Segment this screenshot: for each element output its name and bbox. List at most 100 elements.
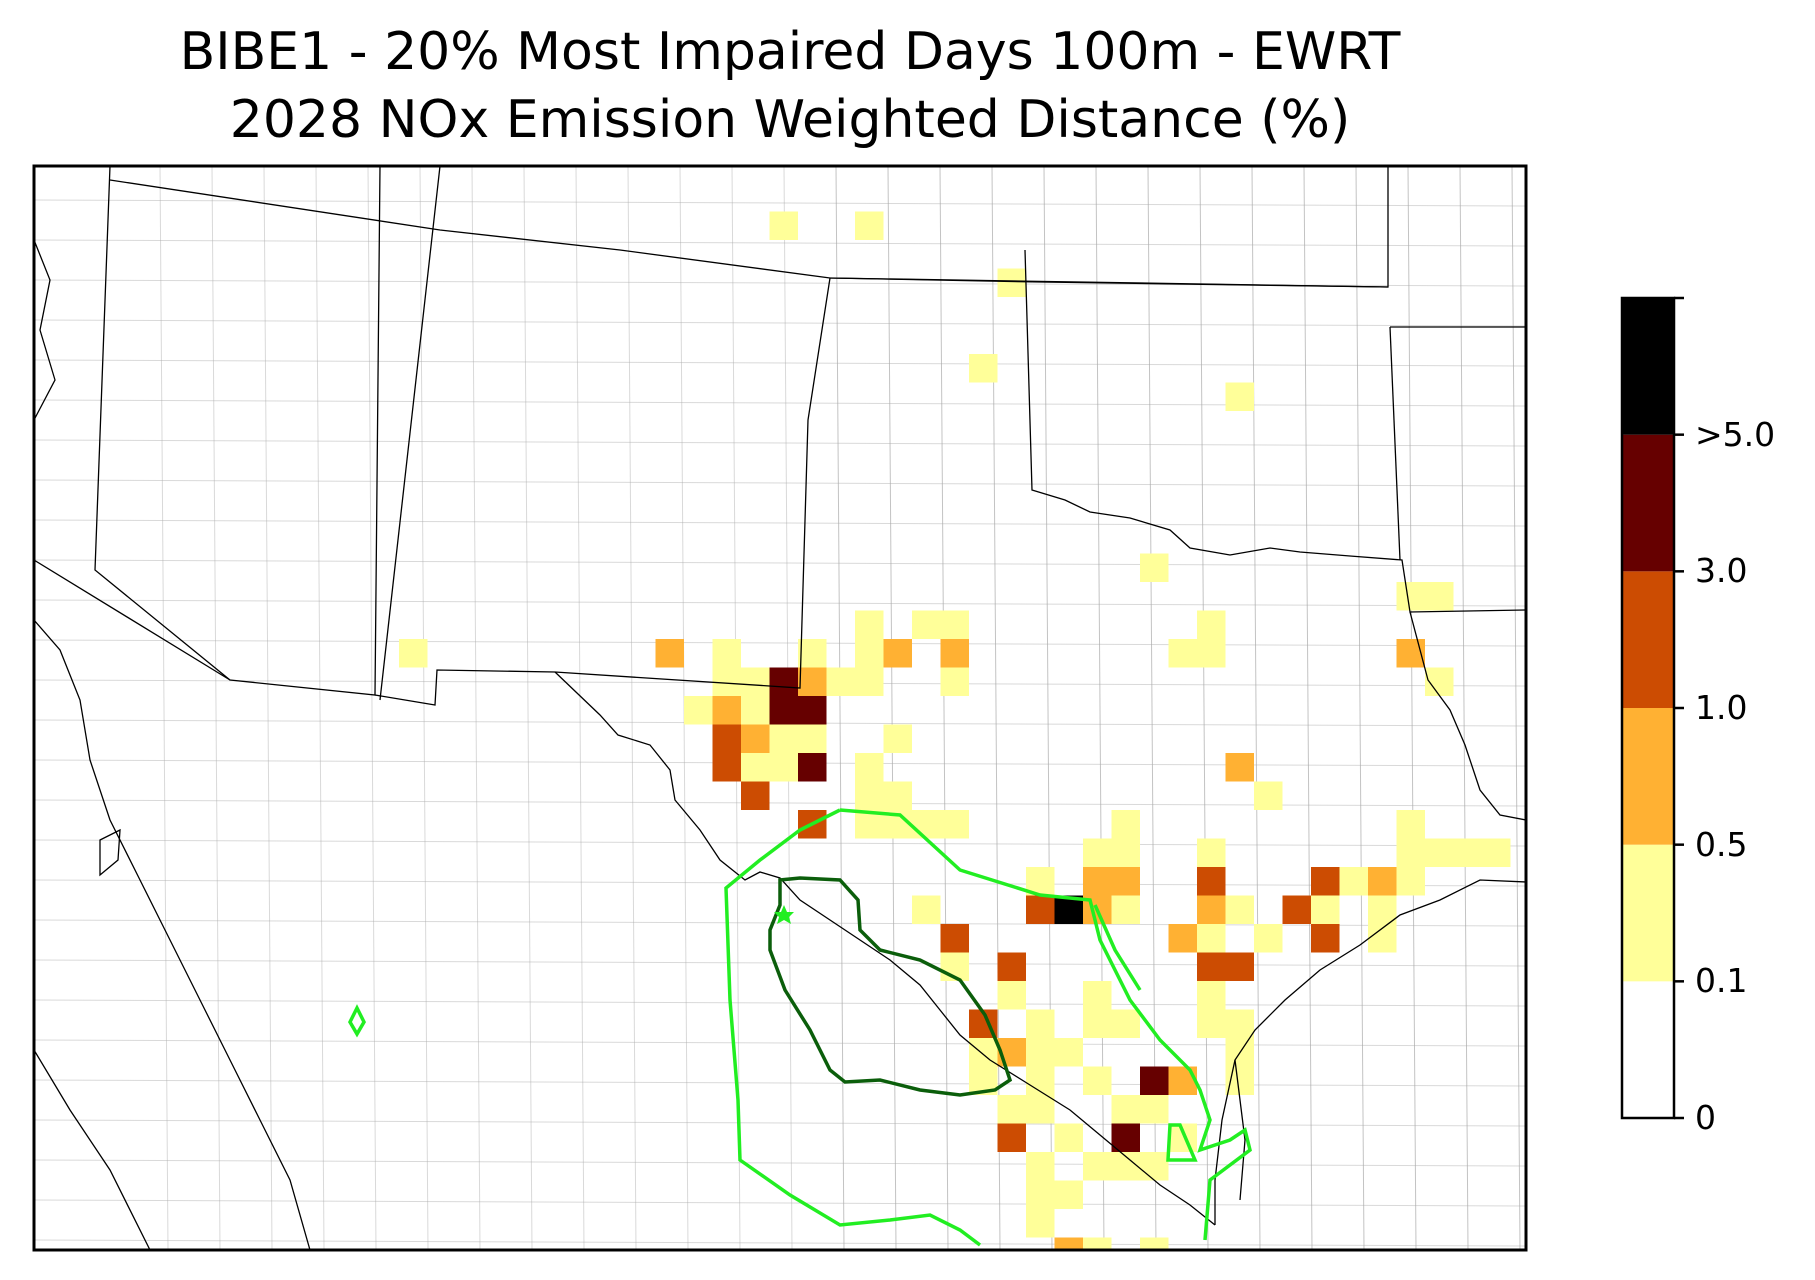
- county-line: [34, 479, 1526, 487]
- county-line: [34, 1159, 1526, 1167]
- emission-cell: [741, 696, 770, 725]
- county-line: [1459, 166, 1469, 1250]
- emission-cell: [1083, 1266, 1112, 1280]
- county-line: [34, 959, 1526, 967]
- emission-cell: [1026, 1038, 1055, 1067]
- emission-cell: [798, 753, 827, 782]
- emission-cell: [1396, 838, 1425, 867]
- emission-cell: [940, 667, 969, 696]
- emission-cell: [1083, 867, 1112, 896]
- emission-cell: [855, 639, 884, 668]
- emission-cell: [1311, 924, 1340, 953]
- emission-cell: [883, 639, 912, 668]
- emission-cell: [1111, 1009, 1140, 1038]
- emission-cell: [1311, 867, 1340, 896]
- colorbar-tick-label: 0.5: [1695, 824, 1748, 864]
- emission-cell: [1425, 838, 1454, 867]
- emission-cell: [712, 696, 741, 725]
- county-line: [34, 999, 1526, 1007]
- emission-cell: [1254, 781, 1283, 810]
- emission-cell: [1083, 1066, 1112, 1095]
- emission-cell: [1026, 1180, 1055, 1209]
- county-line: [211, 166, 221, 1250]
- emission-cell: [1083, 838, 1112, 867]
- emission-cell: [883, 781, 912, 810]
- emission-cell: [1197, 952, 1226, 981]
- emission-cell: [1225, 753, 1254, 782]
- emission-cell: [769, 724, 798, 753]
- county-line: [34, 239, 1526, 247]
- emission-cell: [1311, 895, 1340, 924]
- county-line: [34, 1039, 1526, 1047]
- emission-cell: [1396, 810, 1425, 839]
- emission-cell: [1140, 1066, 1169, 1095]
- county-line: [471, 166, 481, 1250]
- map-title-line-2: 2028 NOx Emission Weighted Distance (%): [229, 90, 1351, 150]
- emission-cell: [940, 810, 969, 839]
- county-line: [34, 599, 1526, 607]
- emission-cell: [1140, 1152, 1169, 1181]
- emission-cell: [1425, 582, 1454, 611]
- star-icon: [774, 905, 794, 924]
- emission-cell: [1339, 867, 1368, 896]
- emission-cell: [769, 753, 798, 782]
- emission-cell: [741, 781, 770, 810]
- emission-cell: [1026, 1095, 1055, 1124]
- emission-cell: [1482, 838, 1511, 867]
- emission-cell: [1083, 1009, 1112, 1038]
- emission-cell: [1054, 1038, 1083, 1067]
- emission-cell: [1026, 1066, 1055, 1095]
- county-line: [34, 639, 1526, 647]
- emission-cell: [1140, 553, 1169, 582]
- colorbar-tick-label: 0.1: [1695, 961, 1748, 1001]
- emission-cell: [855, 781, 884, 810]
- emission-cell: [1168, 1066, 1197, 1095]
- emission-cell: [1083, 1237, 1112, 1250]
- outer-contour: [724, 808, 1252, 1247]
- colorbar: [1620, 296, 1684, 1120]
- colorbar-segment: [1622, 571, 1674, 708]
- emission-cell: [1254, 924, 1283, 953]
- colorbar-tick-label: >5.0: [1695, 414, 1776, 454]
- county-line: [159, 166, 169, 1250]
- emission-cell: [798, 724, 827, 753]
- emission-cell: [1054, 1123, 1083, 1152]
- county-line: [34, 199, 1526, 207]
- emission-cell: [969, 354, 998, 383]
- emission-cell: [997, 268, 1026, 297]
- county-line: [1355, 166, 1365, 1250]
- emission-cell: [1197, 1009, 1226, 1038]
- county-line: [34, 519, 1526, 527]
- emission-cell: [1368, 867, 1397, 896]
- colorbar-segment: [1622, 298, 1674, 435]
- emission-cell: [684, 696, 713, 725]
- emission-cell: [1197, 895, 1226, 924]
- emission-cell: [1453, 838, 1482, 867]
- county-line: [263, 166, 273, 1250]
- emission-cell: [741, 753, 770, 782]
- colorbar-tick-label: 3.0: [1695, 551, 1748, 591]
- county-line: [1251, 166, 1261, 1250]
- county-line: [34, 1119, 1526, 1127]
- map-area: [34, 166, 1526, 1280]
- emission-cell: [798, 667, 827, 696]
- emission-cell: [1111, 1095, 1140, 1124]
- county-line: [939, 166, 949, 1250]
- emission-cell: [1197, 838, 1226, 867]
- emission-cell: [798, 696, 827, 725]
- emission-cell: [1197, 867, 1226, 896]
- emission-cell: [940, 639, 969, 668]
- emission-cell: [855, 753, 884, 782]
- county-line: [367, 166, 377, 1250]
- emission-cell: [883, 724, 912, 753]
- emission-cell: [1140, 1095, 1169, 1124]
- inner-contour: [768, 876, 1013, 1097]
- emission-cell: [1083, 981, 1112, 1010]
- county-line: [1303, 166, 1313, 1250]
- emission-cell: [997, 981, 1026, 1010]
- emission-cell: [1111, 867, 1140, 896]
- emission-cell: [912, 895, 941, 924]
- emission-cell: [997, 1095, 1026, 1124]
- emission-grid-cells: [399, 211, 1511, 1280]
- county-line: [627, 166, 637, 1250]
